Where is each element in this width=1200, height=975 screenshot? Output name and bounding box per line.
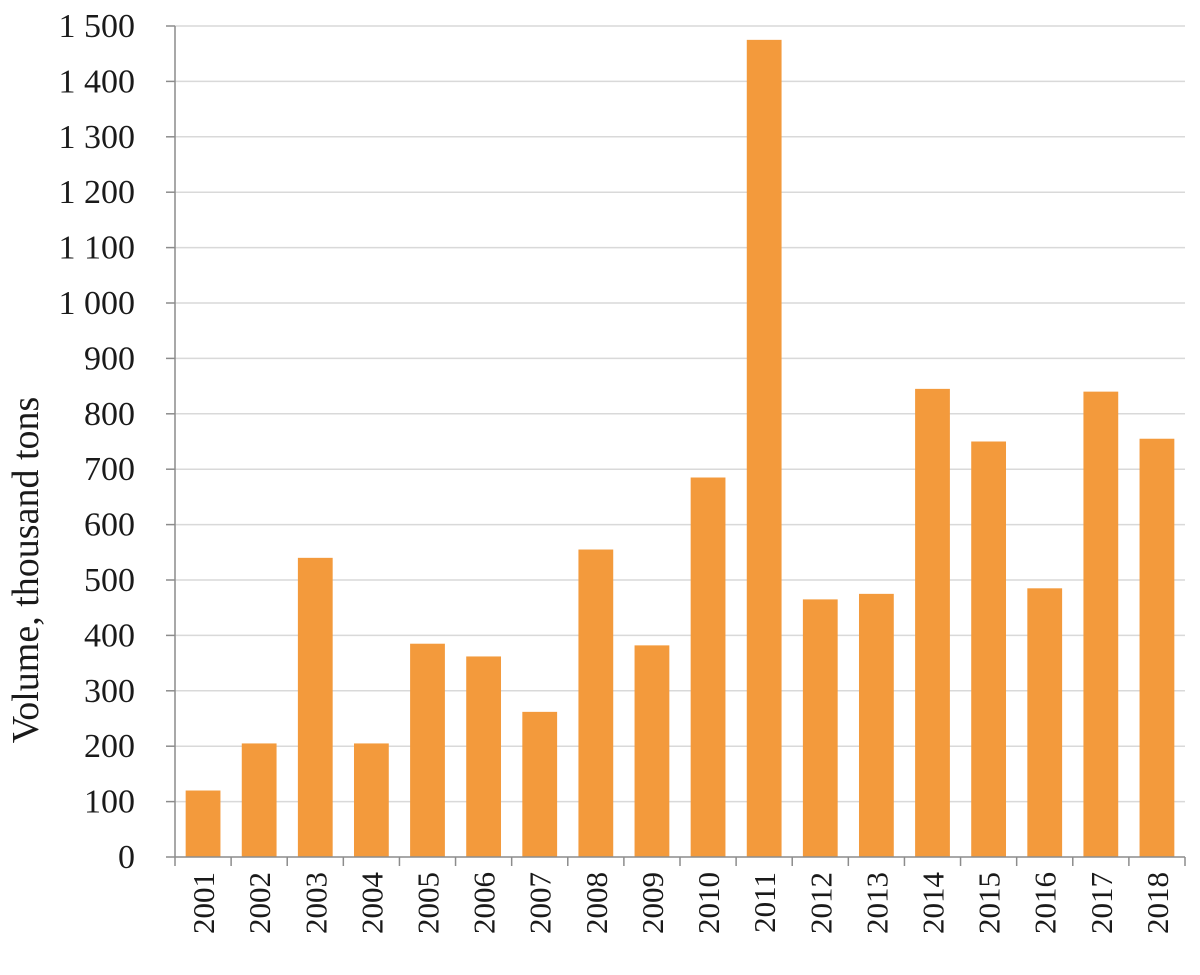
y-tick-label: 1 100 (59, 230, 136, 267)
x-tick-label: 2010 (691, 872, 726, 934)
y-tick-label: 400 (84, 617, 135, 654)
y-tick-label: 300 (84, 673, 135, 710)
x-tick-label: 2009 (635, 872, 670, 934)
x-tick-label: 2003 (298, 872, 333, 934)
bar-2006 (466, 656, 502, 857)
y-tick-label: 500 (84, 562, 135, 599)
y-tick-label: 200 (84, 728, 135, 765)
x-tick-label: 2016 (1028, 872, 1063, 934)
bar-2008 (578, 549, 614, 857)
bar-2013 (858, 593, 894, 857)
y-tick-label: 0 (118, 839, 135, 876)
x-tick-label: 2002 (242, 872, 277, 934)
x-tick-label: 2001 (186, 872, 221, 934)
x-tick-label: 2018 (1140, 872, 1175, 934)
bars (185, 39, 1175, 858)
x-tick-label: 2015 (972, 872, 1007, 934)
y-tick-label: 700 (84, 451, 135, 488)
bar-2001 (185, 790, 221, 857)
bar-2010 (690, 477, 726, 857)
bar-2015 (971, 441, 1007, 857)
x-tick-label: 2007 (523, 872, 558, 934)
gridlines (175, 25, 1185, 803)
y-tick-label: 1 400 (59, 63, 136, 100)
y-tick-label: 600 (84, 507, 135, 544)
y-axis-title: Volume, thousand tons (5, 397, 47, 744)
y-tick-label: 100 (84, 784, 135, 821)
axes (166, 25, 1186, 866)
y-tick-label: 900 (84, 340, 135, 377)
x-tick-label: 2005 (411, 872, 446, 934)
y-tick-label: 800 (84, 396, 135, 433)
bar-2002 (241, 743, 277, 857)
x-tick-label: 2011 (747, 872, 782, 933)
y-tick-label: 1 300 (59, 119, 136, 156)
bar-2007 (522, 711, 558, 857)
x-tick-label: 2004 (354, 872, 389, 935)
bar-2009 (634, 645, 670, 857)
x-tick-label: 2008 (579, 872, 614, 934)
y-tick-label: 1 500 (59, 8, 136, 45)
x-tick-label: 2017 (1084, 872, 1119, 934)
x-tick-label: 2014 (916, 872, 951, 935)
bar-2018 (1139, 438, 1175, 857)
x-tick-label: 2012 (803, 872, 838, 934)
bar-2004 (353, 743, 389, 857)
bar-2005 (410, 643, 445, 857)
bar-2014 (915, 388, 950, 857)
x-tick-label: 2006 (467, 872, 502, 934)
bar-2011 (746, 39, 782, 858)
bar-2016 (1027, 588, 1063, 857)
bar-2012 (802, 599, 838, 857)
bar-2003 (297, 557, 333, 857)
x-tick-label: 2013 (859, 872, 894, 934)
y-tick-label: 1 200 (59, 174, 136, 211)
y-tick-label: 1 000 (59, 285, 136, 322)
bar-2017 (1083, 391, 1119, 857)
tick-labels: 0 100 200 300 400 500 600 700 800 900 1 000 1 100 1 … (59, 8, 1175, 934)
